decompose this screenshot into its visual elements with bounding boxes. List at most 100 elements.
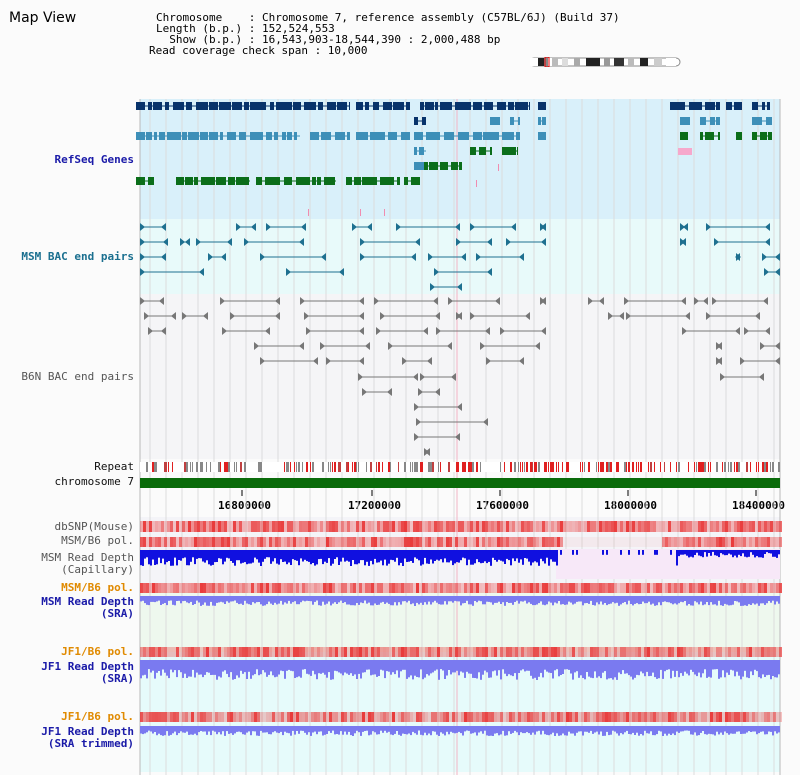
repeat-element [694,462,695,472]
repeat-element [676,462,677,472]
repeat-element [414,462,416,472]
repeat-element [234,462,235,472]
axis-tick-3: 17600000 [476,499,529,512]
repeat-element [758,462,759,472]
info-show-range: Show (b.p.) : 16,543,903-18,544,390 : 2,… [156,33,501,46]
repeat-element [566,462,568,472]
repeat-element [412,462,413,472]
b6n-bac-track-bg [140,294,780,459]
repeat-element [184,462,186,472]
axis-tick-1: 16800000 [218,499,271,512]
repeat-element [312,462,314,472]
repeat-element [624,462,626,472]
repeat-element [610,462,612,472]
repeat-element [346,462,348,472]
repeat-element [338,462,340,472]
repeat-element [330,462,331,472]
repeat-element [772,462,774,472]
repeat-element [202,462,203,472]
repeat-element [404,462,406,472]
repeat-element [236,462,237,472]
repeat-element [632,462,634,472]
repeat-element [778,462,780,472]
repeat-element [770,462,771,472]
repeat-element [468,462,470,472]
chromosome-bar [140,478,780,488]
repeat-element [756,462,757,472]
repeat-element [546,462,547,472]
repeat-element [530,462,532,472]
label-jf1-b6-pol-1: JF1/B6 pol. [61,645,134,658]
label-repeat: Repeat [94,460,134,473]
repeat-element [700,462,702,472]
repeat-element [228,462,230,472]
repeat-element [440,462,441,472]
repeat-element [698,462,700,472]
repeat-track [140,462,780,472]
ideogram-band [604,58,610,66]
ideogram-band [640,58,648,66]
label-jf1-b6-pol-2: JF1/B6 pol. [61,710,134,723]
repeat-element [164,462,166,472]
msm-bac-track-bg [140,219,780,294]
repeat-element [602,462,604,472]
repeat-element [310,462,311,472]
repeat-element [298,462,300,472]
chromosome-ideogram[interactable] [529,52,682,68]
ideogram-band [614,58,624,66]
repeat-element [416,462,418,472]
repeat-element [432,462,434,472]
repeat-element [186,462,188,472]
repeat-element [544,462,546,472]
repeat-element [730,462,732,472]
repeat-element [470,462,472,472]
repeat-element [366,462,367,472]
label-jf1-read-depth-trimmed: JF1 Read Depth (SRA trimmed) [41,725,134,750]
repeat-element [588,462,590,472]
repeat-element [354,462,356,472]
label-b6n-bac: B6N BAC end pairs [21,370,134,383]
repeat-element [348,462,349,472]
repeat-element [244,462,246,472]
repeat-element [226,462,228,472]
repeat-element [218,462,220,472]
repeat-element [388,462,390,472]
repeat-element [322,462,324,472]
ideogram-band [628,58,634,66]
repeat-element [476,462,478,472]
repeat-element [332,462,333,472]
axis-tick-5: 18400000 [732,499,785,512]
repeat-element [510,462,512,472]
repeat-element [522,462,523,472]
repeat-element [260,462,262,472]
msm-sra-track-bg [140,592,780,652]
repeat-element [296,462,297,472]
repeat-element [582,462,583,472]
ideogram-band [666,58,676,66]
repeat-element [762,462,764,472]
repeat-element [688,462,689,472]
repeat-element [716,462,718,472]
repeat-element [648,462,649,472]
repeat-element [650,462,652,472]
repeat-element [734,462,735,472]
repeat-element [172,462,173,472]
repeat-element [152,462,154,472]
repeat-element [626,462,627,472]
repeat-element [724,462,726,472]
repeat-element [584,462,585,472]
repeat-element [306,462,308,472]
repeat-element [580,462,581,472]
repeat-element [708,462,709,472]
repeat-element [664,462,665,472]
repeat-element [382,462,383,472]
repeat-element [458,462,459,472]
repeat-element [378,462,380,472]
page-title: Map View [9,10,77,26]
repeat-element [500,462,501,472]
repeat-element [294,462,295,472]
ideogram-band [530,58,538,66]
repeat-element [410,462,411,472]
repeat-element [398,462,399,472]
info-length: Length (b.p.) : 152,524,553 [156,22,335,35]
